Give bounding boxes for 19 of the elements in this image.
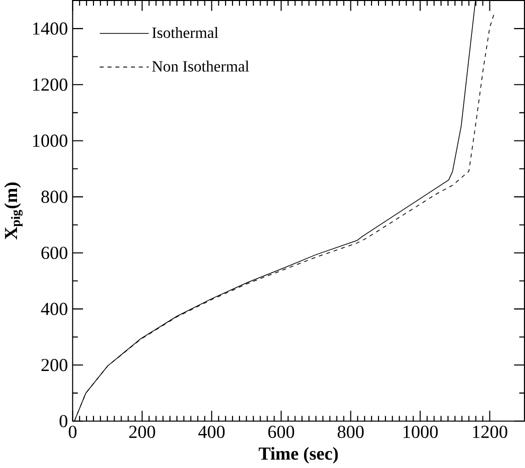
- legend-label: Isothermal: [152, 27, 218, 38]
- y-tick-label: 1000: [33, 134, 68, 147]
- y-tick-label: 800: [41, 190, 68, 204]
- x-tick-label: 0: [68, 426, 76, 438]
- y-tick-label: 0: [60, 415, 68, 428]
- y-tick-label: 1400: [33, 22, 68, 35]
- y-tick-label: 1200: [33, 78, 68, 91]
- x-tick-label: 400: [198, 426, 225, 438]
- y-tick-label: 200: [41, 358, 68, 372]
- x-axis-title: Time (sec): [258, 447, 338, 464]
- legend-label: Non Isothermal: [152, 60, 249, 72]
- x-tick-label: 800: [338, 426, 364, 438]
- y-axis-title: X$_{pig}$(m): [4, 182, 23, 240]
- y-tick-label: 600: [41, 246, 68, 260]
- y-tick-label: 400: [41, 302, 68, 316]
- x-tick-label: 200: [129, 426, 156, 438]
- x-tick-label: 600: [268, 426, 294, 438]
- x-tick-label: 1000: [404, 426, 438, 438]
- x-tick-label: 1200: [473, 426, 508, 438]
